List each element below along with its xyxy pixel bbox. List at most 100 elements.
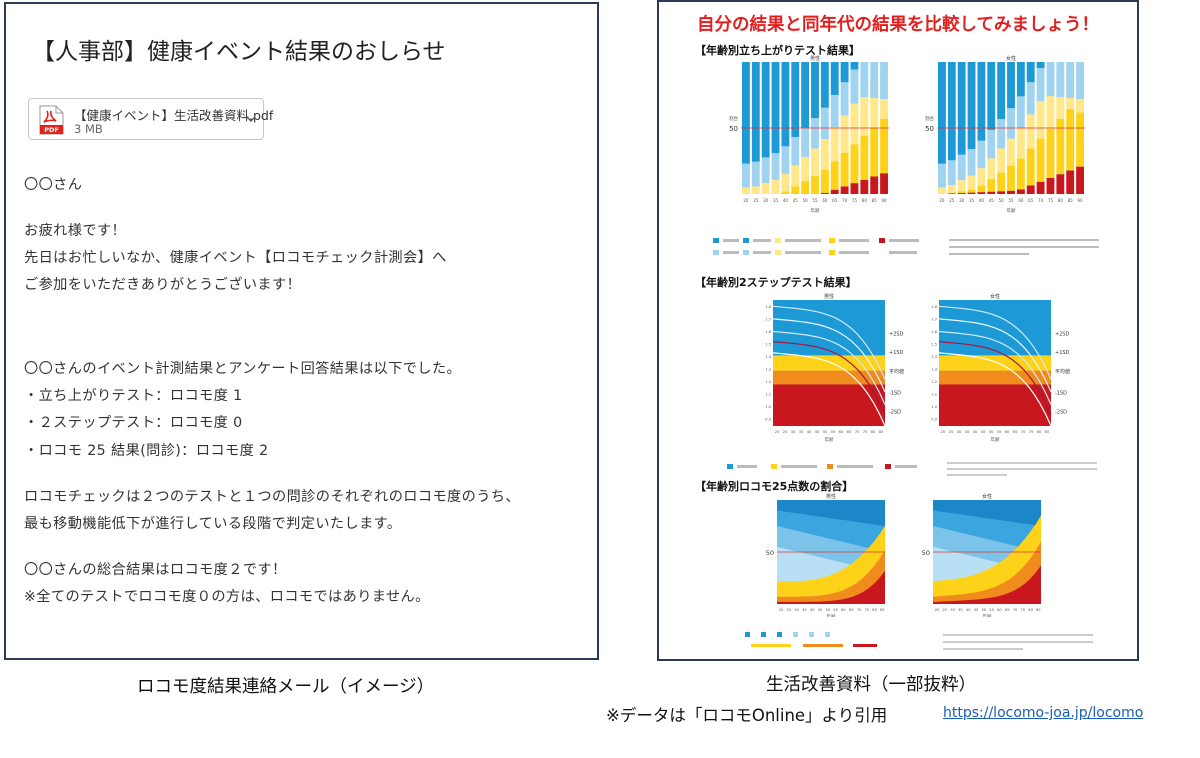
tick-label: 1.0 [765,405,771,409]
chevron-down-icon[interactable] [245,113,257,125]
tick-label: 1.7 [931,318,937,322]
bar-segment [840,82,849,116]
band [939,384,1051,426]
bar-segment [957,62,966,155]
tick-label: 80 [862,198,868,203]
bar-segment [997,62,1006,120]
locomo25-legend [745,632,1093,650]
tick-label: 1.6 [765,330,771,334]
pdf-file-icon: PDF [39,105,64,135]
tick-label: 60 [1018,198,1024,203]
bar-segment [997,119,1006,149]
tick-label: 30 [791,430,796,434]
axis-label: 割合 [925,115,934,122]
tick-label: 20 [935,608,940,612]
tick-label: 90 [882,198,888,203]
tick-label: 1.0 [931,405,937,409]
percentile-curve [772,318,886,393]
attachment-chip[interactable]: PDF 【健康イベント】生活改善資料.pdf 3 MB [28,98,273,140]
sd-label: +2SD [889,331,904,337]
tick-label: 75 [1029,430,1034,434]
tick-label: 65 [1005,608,1010,612]
tick-label: 1.1 [765,393,771,397]
result-item: ・立ち上がりテスト：ロコモ度 1 [24,388,243,404]
bar-segment [1007,108,1015,139]
pdf-excerpt: 自分の結果と同年代の結果を比較してみましょう！ 【年齢別立ち上がりテスト結果】 … [657,0,1139,661]
bar-segment [1007,165,1015,191]
mail-screenshot: 【人事部】健康イベント結果のおしらせ PDF 【健康イベント】生活改善資料.pd… [4,2,599,660]
axis-label: 年齢 [827,613,836,617]
tick-label: 0.9 [931,418,937,422]
tick-label: 35 [773,198,779,203]
bar-segment [820,107,829,139]
bar-segment [811,62,819,119]
tick-label: 55 [833,608,838,612]
sd-label: -2SD [1055,409,1067,415]
tick-label: 85 [872,198,878,203]
source-link[interactable]: https://locomo-joa.jp/locomo [943,705,1144,721]
two-step-chart-male: 男性 1.8 1.7 1.6 1.5 1.4 1.3 1.2 1.1 1.0 0.9 20 25 30 35… [765,293,904,442]
axis-label: 年齢 [991,436,1000,442]
bar-segment [801,127,810,157]
bar-segment [1046,177,1055,194]
bar-segment [840,186,849,194]
band [773,384,885,426]
bar-segment [742,163,750,188]
tick-label: 45 [793,198,799,203]
bar-segment [771,179,780,194]
bar-segment [751,161,760,187]
tick-label: 1.4 [931,355,937,359]
axis-label: 年齢 [983,613,992,617]
bar-segment [771,153,780,180]
bar-segment [947,160,956,185]
bar-segment [1016,189,1025,194]
attachment-size: 3 MB [74,122,103,136]
bar-segment [1026,148,1035,186]
tick-label: 85 [880,608,885,612]
bar-segment [1007,138,1015,166]
bar-segment [1036,181,1045,194]
bar-segment [1036,101,1045,139]
bar-segment [957,191,966,194]
bar-segment [967,175,976,190]
bar-segment [850,62,859,70]
bar-segment [1056,118,1065,175]
percentile-curve [938,341,1052,415]
area-layer [777,549,885,604]
bar-segment [1066,170,1075,194]
mail-subject: 【人事部】健康イベント結果のおしらせ [32,39,446,65]
body-line: ロコモチェックは２つのテストと１つの問診のそれぞれのロコモ度のうち、 [24,489,520,505]
tick-label: 40 [979,198,985,203]
bar-segment [1036,138,1045,182]
tick-label: 40 [810,608,815,612]
bar-segment [1016,96,1025,128]
tick-label: 25 [943,608,948,612]
bar-segment [751,186,760,194]
tick-label: 35 [969,198,975,203]
section-title-stand-up: 【年齢別立ち上がりテスト結果】 [695,44,860,57]
sd-label: -2SD [889,409,901,415]
tick-label: 20 [941,430,946,434]
bar-segment [791,62,800,137]
bar-segment [1046,88,1055,129]
bar-segment [997,172,1006,192]
tick-label: 1.2 [931,380,937,384]
bar-segment [987,129,996,159]
overall-result: 〇〇さんの総合結果はロコモ度２です！ [24,562,287,578]
bar-segment [850,183,859,194]
tick-label: 30 [957,430,962,434]
axis-label: 年齢 [1007,207,1016,214]
sd-label: 平均値 [889,368,904,375]
bar-segment [1076,62,1084,99]
bar-segment [820,138,829,170]
tick-label: 1.5 [765,343,771,347]
tick-label: 70 [842,198,848,203]
tick-label: 35 [802,608,807,612]
tick-label: 45 [815,430,820,434]
result-item: ・ロコモ 25 結果(問診)：ロコモ度 2 [24,443,269,459]
tick-label: 75 [852,198,858,203]
tick-label: 40 [973,430,978,434]
percentile-curve [772,341,886,415]
bar-segment [1026,62,1035,83]
tick-label: 70 [1038,198,1044,203]
